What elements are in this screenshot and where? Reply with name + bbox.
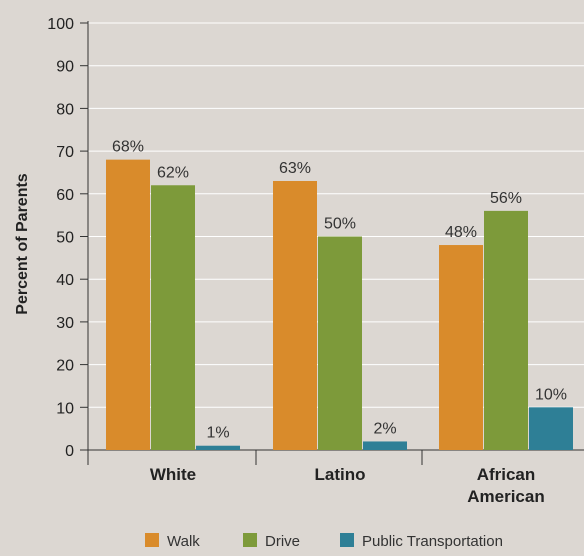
data-label: 48% — [445, 224, 477, 241]
bars — [106, 159, 573, 451]
y-tick-label: 0 — [65, 443, 74, 460]
data-label: 63% — [279, 160, 311, 177]
y-tick-label: 40 — [56, 272, 74, 289]
bar-public-transportation — [196, 445, 240, 450]
y-tick-label: 50 — [56, 230, 74, 247]
data-label: 10% — [535, 386, 567, 403]
y-tick-label: 90 — [56, 59, 74, 76]
legend: Walk Drive Public Transportation — [145, 533, 503, 550]
legend-label: Public Transportation — [362, 533, 503, 550]
bar-public-transportation — [529, 407, 573, 450]
bar-drive — [318, 236, 362, 450]
y-tick-label: 10 — [56, 400, 74, 417]
bar-drive — [151, 185, 195, 450]
x-category-label: Latino — [315, 465, 366, 484]
data-label: 1% — [206, 425, 229, 442]
y-tick-label: 60 — [56, 187, 74, 204]
y-tick-label: 30 — [56, 315, 74, 332]
y-axis-title: Percent of Parents — [14, 173, 31, 314]
axes: 0 10 20 30 40 50 60 70 80 90 100 White Latino African… — [47, 16, 584, 506]
y-tick-label: 20 — [56, 358, 74, 375]
y-tick-label: 80 — [56, 101, 74, 118]
legend-swatch — [145, 533, 159, 547]
bar-drive — [484, 210, 528, 450]
legend-label: Walk — [167, 533, 200, 550]
data-labels: 68% 63% 48% 62% 50% 56% 1% 2% 10% — [112, 139, 567, 442]
bar-walk — [106, 159, 150, 450]
legend-label: Drive — [265, 533, 300, 550]
x-category-label: White — [150, 465, 196, 484]
data-label: 2% — [373, 420, 396, 437]
data-label: 62% — [157, 164, 189, 181]
y-tick-label: 100 — [47, 16, 74, 33]
bar-public-transportation — [363, 441, 407, 450]
data-label: 56% — [490, 190, 522, 207]
bar-walk — [439, 245, 483, 450]
data-label: 50% — [324, 216, 356, 233]
legend-swatch — [340, 533, 354, 547]
bar-walk — [273, 180, 317, 451]
data-label: 68% — [112, 139, 144, 156]
x-category-label: African American — [467, 465, 544, 506]
y-tick-label: 70 — [56, 144, 74, 161]
legend-swatch — [243, 533, 257, 547]
